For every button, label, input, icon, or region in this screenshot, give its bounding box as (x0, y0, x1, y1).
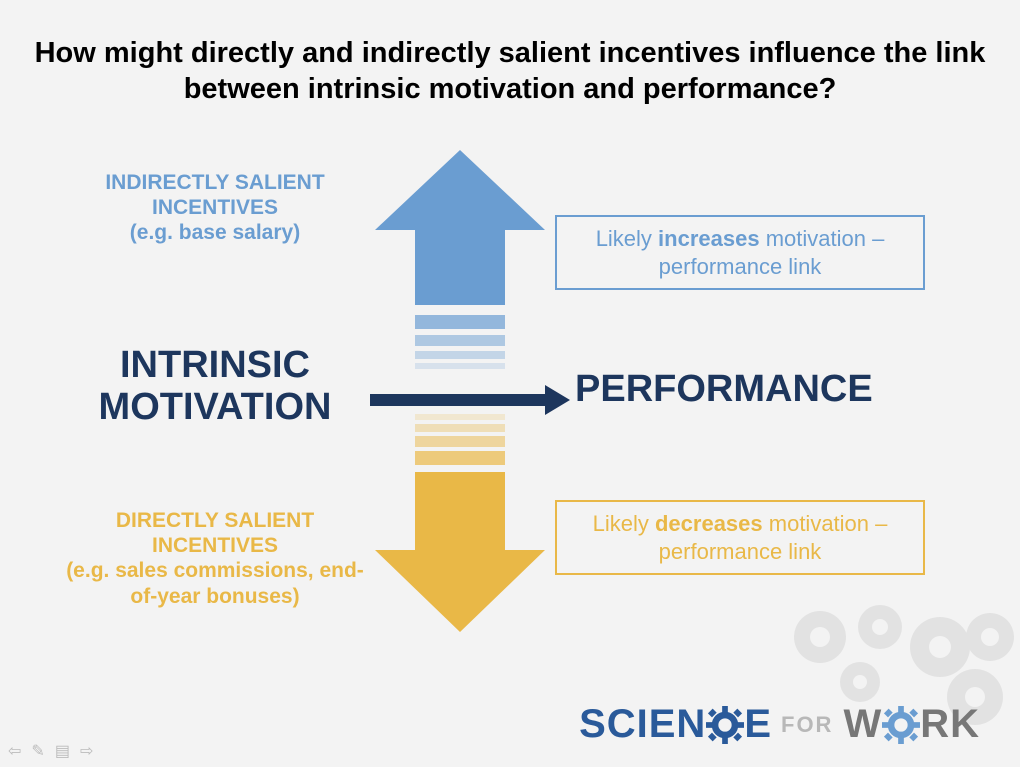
logo-e: E (744, 702, 771, 747)
direct-title: DIRECTLY SALIENT INCENTIVES (116, 509, 314, 557)
direct-incentives-label: DIRECTLY SALIENT INCENTIVES (e.g. sales … (55, 508, 375, 609)
gear-icon (706, 706, 744, 744)
prev-icon[interactable]: ⇦ (8, 741, 21, 761)
direct-sub: (e.g. sales commissions, end-of-year bon… (66, 559, 364, 607)
performance-node: PERFORMANCE (575, 368, 873, 411)
science-for-work-logo: SCIEN E FOR W RK (579, 702, 980, 747)
down-arrow-icon (375, 410, 545, 640)
decreases-box: Likely decreases motivation – performanc… (555, 500, 925, 575)
logo-rk: RK (920, 702, 980, 747)
logo-w: W (843, 702, 882, 747)
increases-box: Likely increases motivation – performanc… (555, 215, 925, 290)
edit-icon[interactable]: ✎ (31, 741, 44, 761)
nav-controls: ⇦ ✎ ▤ ⇨ (8, 741, 93, 761)
logo-for: FOR (781, 712, 833, 738)
slide-title: How might directly and indirectly salien… (0, 35, 1020, 108)
indirect-incentives-label: INDIRECTLY SALIENT INCENTIVES (e.g. base… (90, 170, 340, 246)
box-bot-bold: decreases (655, 511, 763, 536)
gear-icon (882, 706, 920, 744)
logo-scien: SCIEN (579, 702, 706, 747)
indirect-title: INDIRECTLY SALIENT INCENTIVES (105, 171, 324, 219)
box-top-bold: increases (658, 226, 760, 251)
right-arrow-icon (370, 385, 570, 415)
box-top-prefix: Likely (596, 226, 658, 251)
next-icon[interactable]: ⇨ (80, 741, 93, 761)
menu-icon[interactable]: ▤ (55, 741, 70, 761)
up-arrow-icon (375, 150, 545, 380)
box-bot-prefix: Likely (593, 511, 655, 536)
intrinsic-motivation-node: INTRINSIC MOTIVATION (65, 345, 365, 429)
indirect-sub: (e.g. base salary) (130, 221, 300, 244)
